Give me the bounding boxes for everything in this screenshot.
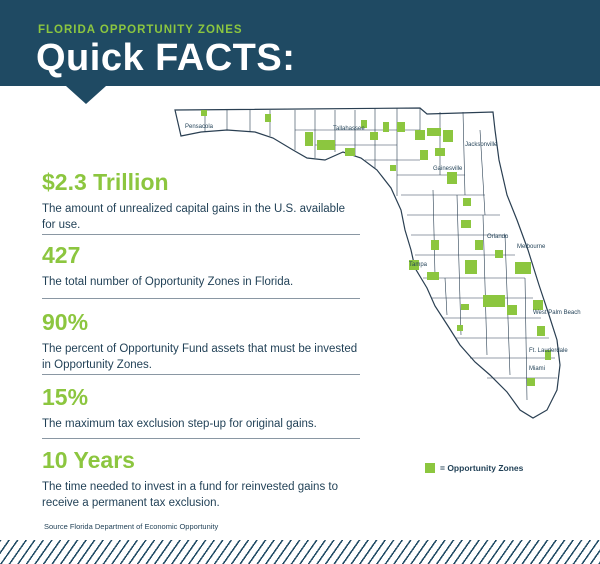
header-banner: FLORIDA OPPORTUNITY ZONES Quick FACTS: [0,0,600,86]
page-title: Quick FACTS: [36,37,296,79]
fact-holding-period: 10 Years The time needed to invest in a … [42,446,360,511]
city-label-west-palm-beach: West Palm Beach [533,310,581,316]
fact-value: 427 [42,242,81,268]
divider [42,298,360,299]
fact-description: The percent of Opportunity Fund assets t… [42,343,358,371]
city-label-tampa: Tampa [409,262,428,268]
opportunity-zone-patches [201,110,551,386]
fact-value: 90% [42,309,89,335]
city-label-miami: Miami [529,366,545,372]
divider [42,438,360,439]
fact-value: 15% [42,384,89,410]
source-note: Source Florida Department of Economic Op… [44,522,219,531]
legend-label: = Opportunity Zones [440,463,524,473]
footer-hatch [0,540,600,564]
divider [42,234,360,235]
county-lines [204,108,557,401]
fact-value: 10 Years [42,447,135,473]
fact-fund-assets: 90% The percent of Opportunity Fund asse… [42,308,360,373]
fact-description: The total number of Opportunity Zones in… [42,276,294,288]
city-label-melbourne: Melbourne [517,244,546,250]
fact-value: $2.3 Trillion [42,169,169,195]
state-outline [174,107,561,419]
city-label-jacksonville: Jacksonville [465,142,498,148]
fact-description: The maximum tax exclusion step-up for or… [42,418,317,430]
city-label-ft-lauderdale: Ft. Lauderdale [529,348,568,354]
header-kicker: FLORIDA OPPORTUNITY ZONES [38,24,243,36]
fact-capital-gains: $2.3 Trillion The amount of unrealized c… [42,168,360,233]
header-pointer [66,86,106,104]
divider [42,374,360,375]
city-label-tallahassee: Tallahassee [333,126,365,132]
city-label-gainesville: Gainesville [433,166,463,172]
city-label-pensacola: Pensacola [185,124,214,130]
map-legend: = Opportunity Zones [425,463,523,473]
fact-tax-step-up: 15% The maximum tax exclusion step-up fo… [42,383,360,432]
fact-zone-count: 427 The total number of Opportunity Zone… [42,241,360,290]
florida-map: Pensacola Tallahassee Jacksonville Gaine… [174,107,581,419]
legend-swatch [425,463,435,473]
fact-description: The amount of unrealized capital gains i… [42,203,346,231]
fact-description: The time needed to invest in a fund for … [42,481,338,509]
city-label-orlando: Orlando [487,234,509,240]
